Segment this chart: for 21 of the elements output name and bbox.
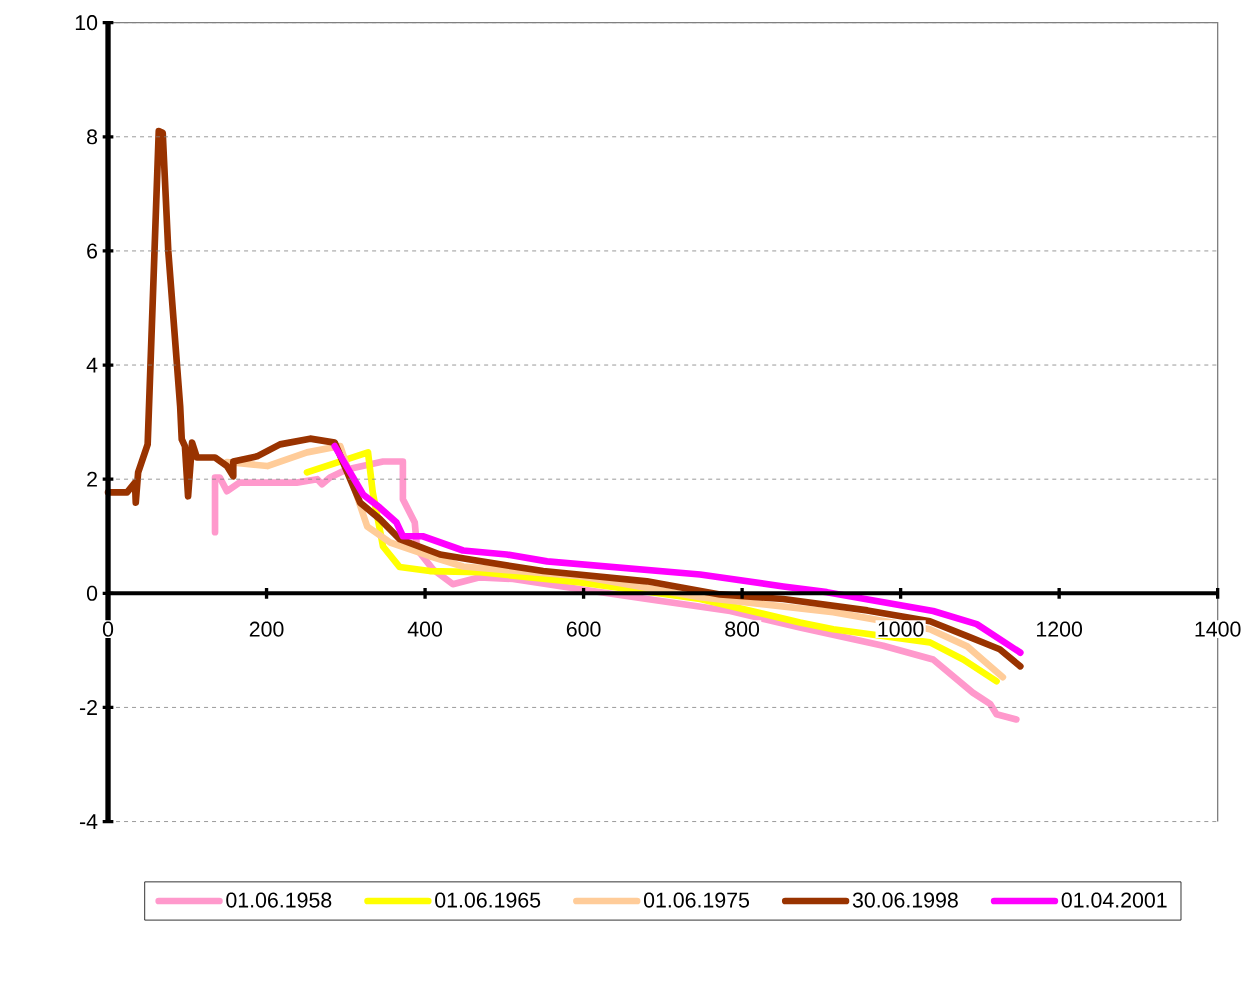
x-tick-label: 800 (725, 621, 760, 637)
y-tick-label: -2 (79, 699, 97, 715)
y-tick-label: -4 (79, 814, 98, 829)
legend-label: 01.06.1965 (435, 892, 541, 908)
y-tick-label: 8 (87, 129, 98, 145)
y-tick-label: 6 (87, 243, 98, 259)
x-tick-label: 1000 (878, 621, 924, 637)
y-tick-label: 4 (86, 357, 98, 373)
x-tick-label: 0 (102, 621, 114, 637)
legend-label: 01.06.1975 (643, 892, 750, 908)
legend-label: 01.06.1958 (226, 892, 332, 908)
y-tick-label: 2 (87, 471, 97, 487)
x-tick-label: 1200 (1037, 621, 1083, 637)
x-tick-label: 200 (249, 621, 284, 637)
y-tick-label: 0 (86, 585, 98, 601)
x-tick-label: 400 (407, 621, 443, 637)
x-tick-label: 1400 (1195, 621, 1241, 637)
y-tick-label: 10 (75, 15, 98, 31)
x-tick-label: 600 (566, 621, 601, 637)
legend-label: 30.06.1998 (852, 892, 958, 908)
legend-label: 01.04.2001 (1061, 892, 1167, 908)
